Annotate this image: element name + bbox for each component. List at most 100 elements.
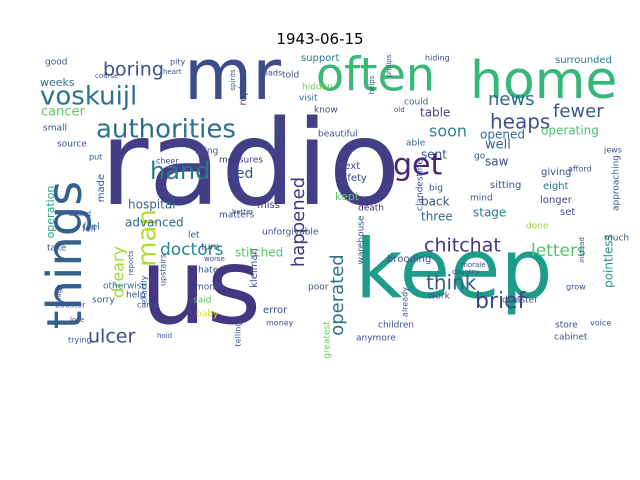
cloud-word: people <box>274 114 282 138</box>
cloud-word: stage <box>473 206 506 220</box>
cloud-word: back <box>421 195 450 209</box>
cloud-word: news <box>488 89 535 110</box>
cloud-word: instead <box>578 237 586 263</box>
cloud-word: know <box>314 106 338 116</box>
cloud-word: unforgivable <box>262 228 319 238</box>
cloud-word: baby <box>196 310 219 320</box>
cloud-word: advanced <box>125 216 184 230</box>
cloud-word: radio <box>100 94 401 232</box>
cloud-word: booster <box>55 301 86 310</box>
cloud-word: fewer <box>553 101 604 122</box>
cloud-word: longer <box>540 195 573 206</box>
cloud-word: disaster <box>502 296 538 306</box>
cloud-word: fed <box>231 166 253 182</box>
cloud-word: brooding <box>387 254 431 265</box>
cloud-word: kept <box>335 190 360 203</box>
cloud-word: cabinet <box>554 333 588 343</box>
cloud-word: sent <box>421 148 447 162</box>
cloud-word: soon <box>429 122 467 141</box>
cloud-word: warehouse <box>357 215 367 265</box>
cloud-word: take <box>47 244 67 254</box>
cloud-word: hidden <box>302 83 333 93</box>
cloud-word: said <box>193 296 211 306</box>
cloud-word: chitchat <box>424 235 501 257</box>
cloud-word: sitting <box>490 180 521 191</box>
cloud-word: jews <box>603 146 622 155</box>
cloud-word: work <box>428 292 451 302</box>
cloud-word: measures <box>219 156 263 166</box>
cloud-word: replace <box>238 69 249 106</box>
cloud-word: set <box>560 207 575 218</box>
cloud-word: source <box>57 140 87 150</box>
cloud-word: already <box>401 287 410 317</box>
cloud-word: store <box>555 321 578 331</box>
cloud-word: high <box>55 284 63 299</box>
cloud-word: clandestine <box>416 159 426 211</box>
cloud-word: authorities <box>96 115 236 145</box>
cloud-word: lose <box>70 316 84 324</box>
cloud-word: pity <box>170 58 185 67</box>
cloud-word: dreary <box>109 246 128 298</box>
cloud-word: opened <box>480 128 525 142</box>
cloud-word: support <box>301 53 339 64</box>
cloud-word: pointless <box>602 234 616 288</box>
cloud-word: trying <box>68 336 92 345</box>
cloud-word: sorry <box>92 296 115 306</box>
cloud-word: matters <box>219 211 255 221</box>
cloud-word: things <box>37 181 93 329</box>
cloud-word: fell <box>82 225 96 235</box>
cloud-word: go <box>474 152 486 162</box>
cloud-word: philips <box>385 54 393 77</box>
cloud-word: well <box>485 138 511 153</box>
cloud-word: able <box>406 139 426 149</box>
cloud-word: month <box>195 283 224 293</box>
cloud-word: much <box>604 234 629 244</box>
cloud-word: could <box>404 98 428 108</box>
cloud-word: miss <box>257 200 280 211</box>
cloud-word: voice <box>590 319 611 328</box>
cloud-word: otherwise <box>103 282 148 292</box>
cloud-word: ulcer <box>88 326 135 348</box>
cloud-word: heaps <box>490 110 550 134</box>
cloud-word: turn <box>201 243 219 253</box>
cloud-word: telling <box>234 322 243 347</box>
cloud-word: worse <box>204 255 225 263</box>
cloud-word: often <box>316 48 435 102</box>
cloud-word: operated <box>327 254 348 336</box>
cloud-word: spirits <box>229 69 237 91</box>
cloud-word: safety <box>336 173 367 184</box>
cloud-word: brief <box>475 289 527 314</box>
cloud-word: boring <box>103 59 164 81</box>
cloud-word: operation <box>44 186 57 239</box>
cloud-word: doctors <box>160 240 224 260</box>
cloud-word: weeks <box>40 76 75 89</box>
cloud-word: giving <box>541 167 572 178</box>
cloud-word: keep <box>355 222 553 317</box>
cloud-word: saw <box>485 155 509 169</box>
cloud-word: get <box>393 148 443 183</box>
cloud-word: afford <box>568 165 592 174</box>
cloud-word: upstairs <box>159 254 168 286</box>
cloud-word: greatest <box>323 321 333 359</box>
cloud-word: surrounded <box>555 55 612 66</box>
cloud-word: course <box>95 72 118 80</box>
cloud-word: heart <box>163 68 182 76</box>
cloud-word: grow <box>566 283 586 292</box>
cloud-word: put <box>89 153 102 162</box>
cloud-word: poor <box>308 283 329 293</box>
cloud-word: hand <box>150 157 210 185</box>
cloud-word: country <box>452 268 479 276</box>
cloud-word: morale <box>461 261 486 269</box>
cloud-word: old <box>394 106 405 114</box>
cloud-word: came <box>137 301 159 310</box>
cloud-word: eight <box>543 181 569 192</box>
cloud-word: kleiman <box>249 248 260 288</box>
cloud-word: cheer <box>156 157 179 166</box>
cloud-word: feel <box>83 223 100 233</box>
cloud-word: told <box>282 71 299 81</box>
cloud-word: children <box>378 321 414 331</box>
cloud-word: mind <box>470 194 493 204</box>
cloud-word: us <box>140 226 261 348</box>
cloud-word: stitched <box>235 246 283 260</box>
